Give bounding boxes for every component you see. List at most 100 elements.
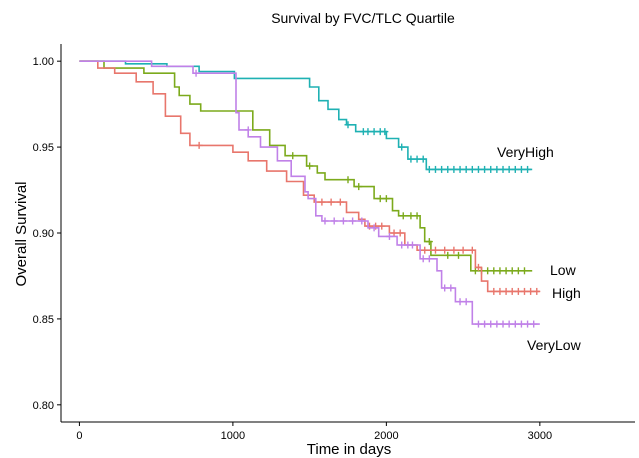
censor-mark bbox=[462, 298, 470, 306]
censor-mark bbox=[419, 255, 427, 263]
censor-mark bbox=[524, 320, 532, 328]
series-label-verylow: VeryLow bbox=[527, 337, 582, 353]
censor-mark bbox=[370, 128, 378, 136]
censor-mark bbox=[364, 128, 372, 136]
censor-mark bbox=[378, 222, 386, 230]
censor-mark bbox=[318, 198, 326, 206]
censor-mark bbox=[493, 165, 501, 173]
censor-mark bbox=[407, 155, 415, 163]
censor-mark bbox=[493, 320, 501, 328]
censor-mark bbox=[508, 267, 516, 275]
censor-mark bbox=[508, 287, 516, 295]
censor-mark bbox=[321, 217, 329, 225]
censor-mark bbox=[487, 165, 495, 173]
censor-mark bbox=[484, 267, 492, 275]
censor-mark bbox=[481, 165, 489, 173]
censor-mark bbox=[511, 320, 519, 328]
censor-mark bbox=[468, 246, 476, 254]
censor-mark bbox=[327, 198, 335, 206]
censor-mark bbox=[517, 165, 525, 173]
censor-mark bbox=[524, 165, 532, 173]
censor-mark bbox=[490, 267, 498, 275]
censor-mark bbox=[421, 246, 429, 254]
y-tick-label: 0.80 bbox=[33, 400, 54, 412]
censor-mark bbox=[471, 267, 479, 275]
censor-mark bbox=[502, 287, 510, 295]
censor-mark bbox=[192, 69, 200, 77]
censor-mark bbox=[447, 284, 455, 292]
censor-mark bbox=[496, 287, 504, 295]
censor-mark bbox=[502, 267, 510, 275]
axes bbox=[60, 44, 635, 423]
censor-mark bbox=[407, 212, 415, 220]
censor-mark bbox=[514, 287, 522, 295]
y-tick-label: 0.95 bbox=[33, 142, 54, 154]
x-tick-label: 2000 bbox=[374, 430, 398, 442]
series-label-low: Low bbox=[550, 262, 577, 278]
censor-mark bbox=[376, 195, 384, 203]
y-tick-label: 1.00 bbox=[33, 56, 54, 68]
censor-mark bbox=[385, 232, 393, 240]
censor-mark bbox=[431, 165, 439, 173]
censor-mark bbox=[349, 217, 357, 225]
censor-mark bbox=[339, 217, 347, 225]
censor-mark bbox=[330, 217, 338, 225]
censor-mark bbox=[511, 165, 519, 173]
censor-mark bbox=[499, 320, 507, 328]
chart-title: Survival by FVC/TLC Quartile bbox=[271, 10, 455, 26]
censor-mark bbox=[450, 246, 458, 254]
censor-mark bbox=[481, 320, 489, 328]
series-label-veryhigh: VeryHigh bbox=[497, 144, 554, 160]
x-tick-label: 0 bbox=[76, 430, 82, 442]
censor-mark bbox=[533, 287, 541, 295]
censor-mark bbox=[455, 251, 463, 259]
censor-mark bbox=[382, 195, 390, 203]
censor-mark bbox=[408, 241, 416, 249]
y-tick-label: 0.85 bbox=[33, 314, 54, 326]
censor-mark bbox=[381, 128, 389, 136]
y-tick-label: 0.90 bbox=[33, 228, 54, 240]
censor-mark bbox=[490, 287, 498, 295]
censor-mark bbox=[474, 165, 482, 173]
series-group bbox=[79, 60, 541, 328]
censor-mark bbox=[459, 246, 467, 254]
censor-mark bbox=[496, 267, 504, 275]
censor-mark bbox=[425, 255, 433, 263]
censor-mark bbox=[441, 246, 449, 254]
series-line-veryhigh bbox=[79, 60, 533, 171]
censor-mark bbox=[520, 287, 528, 295]
censor-mark bbox=[431, 246, 439, 254]
x-tick-label: 1000 bbox=[221, 430, 245, 442]
censor-mark bbox=[517, 320, 525, 328]
series-line-verylow bbox=[79, 60, 540, 325]
censor-mark bbox=[425, 238, 433, 246]
censor-mark bbox=[456, 165, 464, 173]
censor-mark bbox=[344, 121, 352, 129]
censor-mark bbox=[499, 165, 507, 173]
censor-mark bbox=[413, 155, 421, 163]
censor-mark bbox=[336, 198, 344, 206]
censor-mark bbox=[425, 165, 433, 173]
censor-mark bbox=[195, 141, 203, 149]
censor-mark bbox=[505, 165, 513, 173]
censor-mark bbox=[444, 165, 452, 173]
censor-mark bbox=[413, 212, 421, 220]
censor-mark bbox=[390, 229, 398, 237]
censor-mark bbox=[450, 165, 458, 173]
censor-mark bbox=[505, 320, 513, 328]
censor-mark bbox=[306, 162, 314, 170]
censor-mark bbox=[289, 152, 297, 160]
censor-mark bbox=[530, 320, 538, 328]
series-labels: VeryHigh Low High VeryLow bbox=[497, 144, 582, 353]
x-tick-label: 3000 bbox=[528, 430, 552, 442]
censor-mark bbox=[468, 165, 476, 173]
censor-mark bbox=[355, 183, 363, 191]
censor-mark bbox=[514, 267, 522, 275]
censor-mark bbox=[527, 287, 535, 295]
series-line-low bbox=[79, 60, 533, 272]
censor-mark bbox=[399, 212, 407, 220]
censor-mark bbox=[456, 298, 464, 306]
censor-mark bbox=[396, 229, 404, 237]
censor-mark bbox=[487, 320, 495, 328]
